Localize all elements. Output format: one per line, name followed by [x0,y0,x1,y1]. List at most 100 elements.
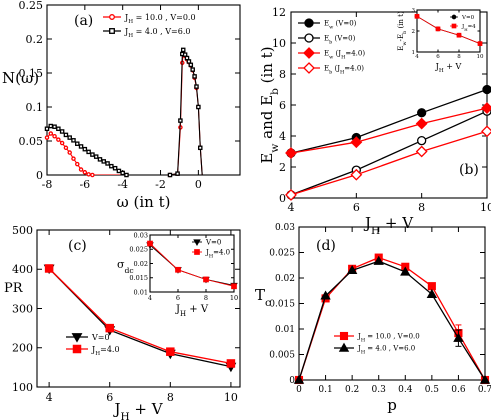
panel-a-data-point [48,131,54,136]
panel-b-legend-marker [303,47,315,59]
panel-a-x-tick-label: 0 [195,178,202,191]
panel-a-data-point [75,141,80,146]
panel-c-inset-y-tick-label: 0.01 [134,288,148,296]
panel-b-inset-x-tick-label: 10 [477,54,484,60]
panel-a: -8 -6 -4 -2 0 0 0.05 0.1 0.15 0.2 0.25 (a) JH = 10.0… [2,0,241,211]
panel-c-label: (c) [68,238,87,254]
panel-b-x-tick-label: 10 [480,201,491,214]
panel-a-data-point [44,126,50,132]
panel-a-legend-label: JH = 4.0 , V=6.0 [124,27,190,39]
panel-c-inset-x-tick-label: 8 [204,294,208,302]
panel-c-y-tick-label: 500 [12,224,33,237]
panel-c-data-point [44,264,54,273]
panel-a-data-point [97,157,103,162]
panel-c-data-point [105,323,114,333]
panel-c-y-tick-label: 200 [12,342,33,355]
panel-d-x-axis-title: p [387,396,397,414]
panel-b-data-point [481,102,491,115]
panel-b-data-point [415,117,428,130]
panel-c-data-point [226,359,236,368]
panel-b-data-point [417,108,427,118]
panel-c-inset-series-line-1 [149,243,235,287]
panel-a-data-point [188,62,194,68]
panel-b-x-tick-label: 4 [288,201,295,214]
panel-b-legend-label: Ew (V=0) [324,19,357,30]
panel-a-data-point [59,140,65,146]
panel-b-legend-marker [304,18,314,28]
panel-d-data-point [373,255,384,265]
panel-a-data-point [109,163,114,169]
panel-c-inset-x-axis-title: JH + V [175,304,209,318]
panel-a-data-point [56,137,61,142]
panel-b-inset-data-point [414,13,420,19]
panel-a-data-point [93,154,99,159]
panel-c-inset-legend-marker [194,249,200,255]
panel-c-series-line-0 [48,268,232,368]
panel-a-y-tick-label: 0.2 [26,33,44,46]
panel-a-data-point [116,168,122,174]
panel-a-data-point [192,74,197,79]
panel-d-legend-label: JH = 4.0 , V=6.0 [357,344,415,355]
panel-c-legend-label: V=0 [91,333,110,342]
panel-b-inset-y-tick-label: 1 [412,50,416,56]
panel-c-x-tick-label: 6 [106,391,113,404]
panel-a-data-point [71,138,76,143]
panel-b-inset-x-tick-label: 8 [457,54,461,60]
panel-d-x-tick-label: 0 [296,385,302,395]
panel-d-data-point [453,332,464,342]
panel-d-y-tick-label: 0 [289,376,295,386]
panel-b-inset-legend-label: JH=4 [461,24,476,32]
panel-d-data-point [346,264,358,275]
panel-b-data-point [481,125,491,138]
panel-a-data-point [86,149,91,155]
panel-a-series-line-1 [47,48,240,175]
panel-b-label: (b) [459,162,479,178]
panel-a-legend-label: JH = 10.0 , V=0.0 [124,13,196,25]
panel-a-data-point [184,55,190,61]
panel-d-x-tick-label: 0.1 [318,385,332,395]
panel-c-inset-y-tick-label: 0.015 [129,274,148,282]
panel-d-y-tick-label: 0.03 [275,223,295,233]
panel-a-data-point [101,159,107,164]
panel-a-data-point [78,167,84,172]
panel-b-y-tick-label: 0 [279,192,286,205]
panel-c-legend-marker [72,344,82,354]
panel-d-y-tick-label: 0.01 [275,325,295,335]
panel-a-data-point [196,104,201,110]
panel-b-inset-series-line-1 [416,15,481,44]
panel-d-x-tick-label: 0.2 [345,385,359,395]
panel-c-inset-y-tick-label: 0.03 [134,231,148,239]
panel-b-inset-legend-marker [451,23,457,29]
panel-d-y-tick-label: 0.025 [269,249,295,259]
panel-c: 4 6 8 10 100 200 300 400 500 V=0 JH=4.0 (c) JH + V PR… [4,224,241,420]
panel-b-series-line-2 [290,107,488,154]
panel-a-y-tick-label: 0.15 [19,67,44,80]
panel-b-x-tick-label: 6 [353,201,360,214]
panel-a-x-tick-label: -8 [42,178,53,191]
panel-b-inset-legend-marker [451,14,457,20]
panel-a-data-point [124,172,129,178]
panel-b-series-line-0 [290,88,488,154]
panel-b-y-tick-label: 10 [272,37,286,50]
panel-a-data-point [63,132,69,138]
panel-a-y-axis-title: N(ω) [2,69,39,87]
panel-b-inset-data-point [435,26,441,32]
panel-a-data-point [67,135,72,140]
panel-b-y-axis-title: Ew and Eb (in t) [258,46,281,163]
panel-a-x-tick-label: -2 [155,178,166,191]
panel-a-x-axis-title: ω (in t) [117,193,171,211]
panel-c-legend-marker [71,333,83,343]
panel-c-inset-data-point [175,266,181,273]
panel-a-data-point [59,129,65,134]
panel-a-data-point [48,123,54,129]
panel-c-inset-data-point [231,283,237,290]
panel-d-data-point [320,290,331,300]
panel-c-inset-legend-label: JH=4.0 [205,248,230,259]
panel-c-inset-data-point [203,276,209,283]
panel-d-legend-marker [339,331,349,341]
panel-b-inset-x-axis-title: JH + V [435,62,462,74]
panel-a-legend-marker [109,14,115,20]
panel-c-series-line-1 [48,268,232,365]
panel-b-inset-bg [417,10,480,52]
